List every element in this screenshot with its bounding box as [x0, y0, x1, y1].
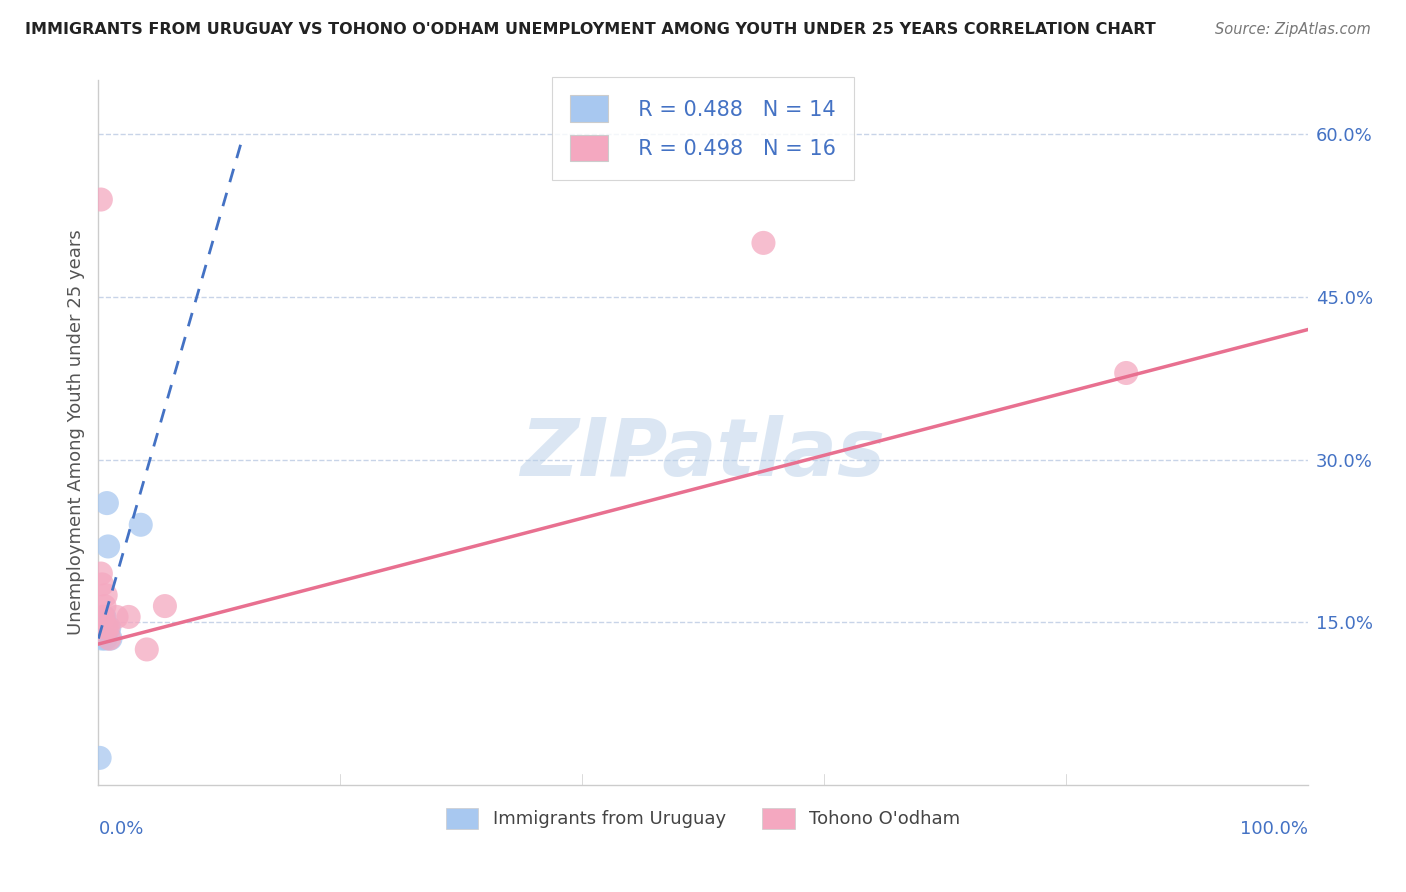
- Point: [98, 621, 121, 635]
- Text: ZIPatlas: ZIPatlas: [520, 415, 886, 492]
- Point: [96, 621, 118, 635]
- Point: [90, 566, 112, 581]
- Point: [752, 235, 775, 250]
- Point: [93, 621, 115, 635]
- Point: [90, 193, 112, 207]
- Legend: Immigrants from Uruguay, Tohono O'odham: Immigrants from Uruguay, Tohono O'odham: [439, 800, 967, 836]
- Point: [97, 540, 120, 554]
- Point: [105, 610, 128, 624]
- Text: IMMIGRANTS FROM URUGUAY VS TOHONO O'ODHAM UNEMPLOYMENT AMONG YOUTH UNDER 25 YEAR: IMMIGRANTS FROM URUGUAY VS TOHONO O'ODHA…: [25, 22, 1156, 37]
- Text: 0.0%: 0.0%: [98, 821, 143, 838]
- Point: [94, 588, 117, 602]
- Point: [153, 599, 176, 613]
- Point: [89, 751, 111, 765]
- Point: [96, 496, 118, 510]
- Point: [91, 577, 114, 591]
- Text: Source: ZipAtlas.com: Source: ZipAtlas.com: [1215, 22, 1371, 37]
- Point: [90, 621, 112, 635]
- Point: [93, 599, 115, 613]
- Point: [100, 632, 122, 646]
- Point: [91, 621, 114, 635]
- Point: [135, 642, 157, 657]
- Point: [91, 621, 114, 635]
- Text: 100.0%: 100.0%: [1240, 821, 1308, 838]
- Point: [94, 632, 117, 646]
- Point: [91, 610, 114, 624]
- Point: [91, 610, 114, 624]
- Point: [97, 621, 120, 635]
- Point: [98, 632, 121, 646]
- Point: [93, 610, 115, 624]
- Point: [118, 610, 141, 624]
- Y-axis label: Unemployment Among Youth under 25 years: Unemployment Among Youth under 25 years: [66, 230, 84, 635]
- Point: [91, 632, 114, 646]
- Point: [91, 610, 114, 624]
- Point: [129, 517, 152, 532]
- Point: [1115, 366, 1137, 380]
